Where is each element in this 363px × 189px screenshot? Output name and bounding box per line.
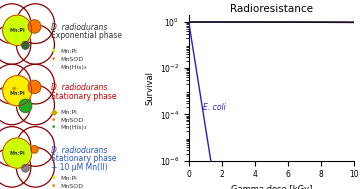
Text: D. radiodurans: D. radiodurans	[51, 146, 107, 155]
Text: •: •	[51, 115, 56, 125]
Text: Mn:Pi: Mn:Pi	[60, 176, 77, 181]
Circle shape	[0, 85, 31, 125]
Circle shape	[16, 64, 54, 104]
Text: MnSOD: MnSOD	[60, 118, 83, 122]
Circle shape	[0, 64, 31, 104]
Circle shape	[28, 80, 41, 94]
Text: •: •	[51, 182, 56, 189]
Circle shape	[0, 25, 31, 64]
Circle shape	[16, 4, 54, 43]
Circle shape	[0, 127, 31, 166]
Circle shape	[16, 127, 54, 166]
Circle shape	[0, 147, 31, 187]
Text: ◆: ◆	[51, 108, 58, 117]
Text: ◆: ◆	[12, 86, 17, 91]
Circle shape	[3, 76, 32, 106]
Text: + 10 μM Mn(II): + 10 μM Mn(II)	[51, 163, 107, 172]
Text: •: •	[51, 174, 56, 183]
Circle shape	[3, 138, 32, 168]
Circle shape	[19, 99, 32, 112]
X-axis label: Gamma dose [kGy]: Gamma dose [kGy]	[231, 185, 312, 189]
Circle shape	[16, 85, 54, 125]
Text: Stationary phase: Stationary phase	[51, 154, 116, 163]
Text: D. radiodurans: D. radiodurans	[51, 23, 107, 32]
Circle shape	[3, 15, 32, 45]
Text: Mn:Pi: Mn:Pi	[9, 151, 25, 156]
Text: Exponential phase: Exponential phase	[51, 31, 122, 40]
Circle shape	[0, 4, 31, 43]
Text: •: •	[51, 123, 56, 132]
Circle shape	[16, 147, 54, 187]
Text: Mn:Pi: Mn:Pi	[60, 50, 77, 54]
Circle shape	[22, 42, 29, 49]
Circle shape	[22, 164, 29, 172]
Text: E. coli: E. coli	[203, 103, 225, 112]
Text: Mn:Pi: Mn:Pi	[9, 91, 25, 96]
Y-axis label: Survival: Survival	[145, 71, 154, 105]
Text: MnSOD: MnSOD	[60, 184, 83, 189]
Text: D. radiodurans: D. radiodurans	[51, 83, 107, 92]
Text: Mn(His)₃: Mn(His)₃	[60, 125, 86, 130]
Text: Mn:Pi: Mn:Pi	[9, 28, 25, 33]
Text: MnSOD: MnSOD	[60, 57, 83, 62]
Circle shape	[28, 20, 41, 33]
Text: ·: ·	[51, 63, 54, 72]
Title: Radioresistance: Radioresistance	[230, 4, 313, 14]
Text: •: •	[51, 47, 56, 57]
Circle shape	[16, 25, 54, 64]
Text: •: •	[51, 55, 56, 64]
Text: Mn(His)₃: Mn(His)₃	[60, 65, 86, 70]
Circle shape	[31, 146, 38, 153]
Text: Stationary phase: Stationary phase	[51, 92, 116, 101]
Text: Mn:Pi: Mn:Pi	[60, 110, 77, 115]
